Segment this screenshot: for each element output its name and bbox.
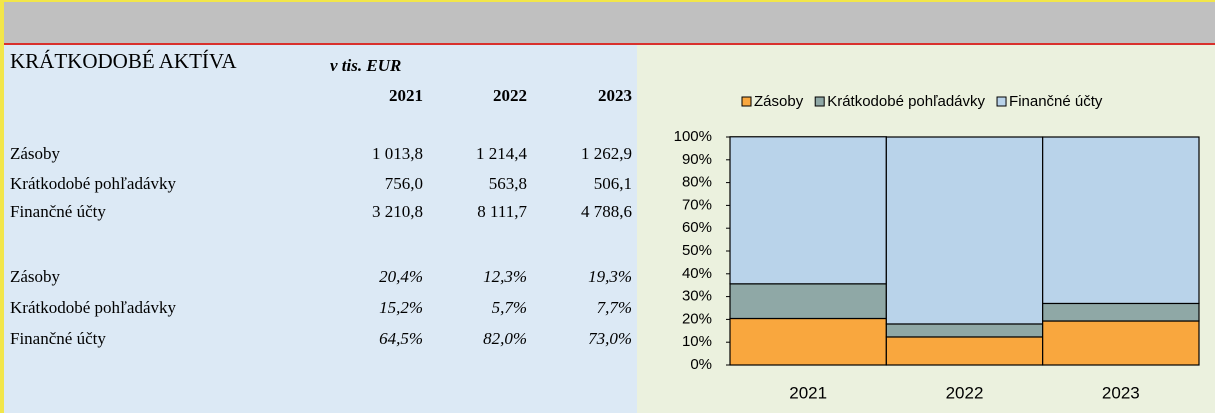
y-tick-label: 70% <box>682 196 712 213</box>
bar-segment <box>729 317 887 366</box>
cell: 7,7% <box>597 298 632 317</box>
cell: 563,8 <box>489 174 527 193</box>
table-title: KRÁTKODOBÉ AKTÍVA <box>10 49 237 73</box>
bar-segment <box>1042 136 1200 305</box>
cell: 1 013,8 <box>372 144 423 163</box>
column-header: 2021 <box>389 86 423 105</box>
y-tick-label: 100% <box>674 128 712 145</box>
row-label: Krátkodobé pohľadávky <box>10 298 176 317</box>
cell: 4 788,6 <box>581 202 632 221</box>
cell: 15,2% <box>379 298 423 317</box>
legend-swatch <box>996 96 1007 107</box>
row-label: Finančné účty <box>10 202 106 221</box>
unit: v tis. EUR <box>330 56 401 75</box>
cell: 20,4% <box>379 267 423 286</box>
bar-segment <box>885 136 1044 325</box>
cell: 73,0% <box>588 329 632 348</box>
column-header: 2022 <box>493 86 527 105</box>
bar-segment <box>885 336 1044 366</box>
row-label: Krátkodobé pohľadávky <box>10 174 176 193</box>
x-tick-label: 2022 <box>946 383 984 402</box>
y-tick-label: 20% <box>682 310 712 327</box>
y-tick-label: 80% <box>682 174 712 191</box>
header-bar <box>0 0 1215 44</box>
top-border <box>0 0 1215 2</box>
cell: 82,0% <box>483 329 527 348</box>
left-border <box>0 0 4 413</box>
y-tick-label: 60% <box>682 219 712 236</box>
cell: 5,7% <box>492 298 527 317</box>
bar-segment <box>729 136 887 285</box>
x-tick-label: 2021 <box>789 383 827 402</box>
y-tick-label: 10% <box>682 333 712 350</box>
cell: 8 111,7 <box>477 202 527 221</box>
legend-label: Zásoby <box>754 93 804 110</box>
column-header: 2023 <box>598 86 632 105</box>
y-tick-label: 40% <box>682 265 712 282</box>
row-label: Zásoby <box>10 144 61 163</box>
cell: 1 262,9 <box>581 144 632 163</box>
bar-segment <box>729 283 887 320</box>
bar-segment <box>1042 302 1200 322</box>
bar-segment <box>885 323 1044 338</box>
x-tick-label: 2023 <box>1102 383 1140 402</box>
cell: 3 210,8 <box>372 202 423 221</box>
table-panel <box>4 45 637 413</box>
red-line <box>4 43 1215 45</box>
y-tick-label: 30% <box>682 288 712 305</box>
y-tick-label: 90% <box>682 151 712 168</box>
cell: 19,3% <box>588 267 632 286</box>
y-tick-label: 0% <box>690 356 712 373</box>
cell: 756,0 <box>385 174 423 193</box>
row-label: Zásoby <box>10 267 61 286</box>
cell: 12,3% <box>483 267 527 286</box>
y-tick-label: 50% <box>682 242 712 259</box>
bar-segment <box>1042 320 1200 366</box>
legend-swatch <box>741 96 752 107</box>
cell: 1 214,4 <box>476 144 528 163</box>
cell: 64,5% <box>379 329 423 348</box>
row-label: Finančné účty <box>10 329 106 348</box>
legend-label: Finančné účty <box>1009 93 1103 110</box>
legend-label: Krátkodobé pohľadávky <box>827 93 985 110</box>
cell: 506,1 <box>594 174 632 193</box>
legend-swatch <box>814 96 825 107</box>
